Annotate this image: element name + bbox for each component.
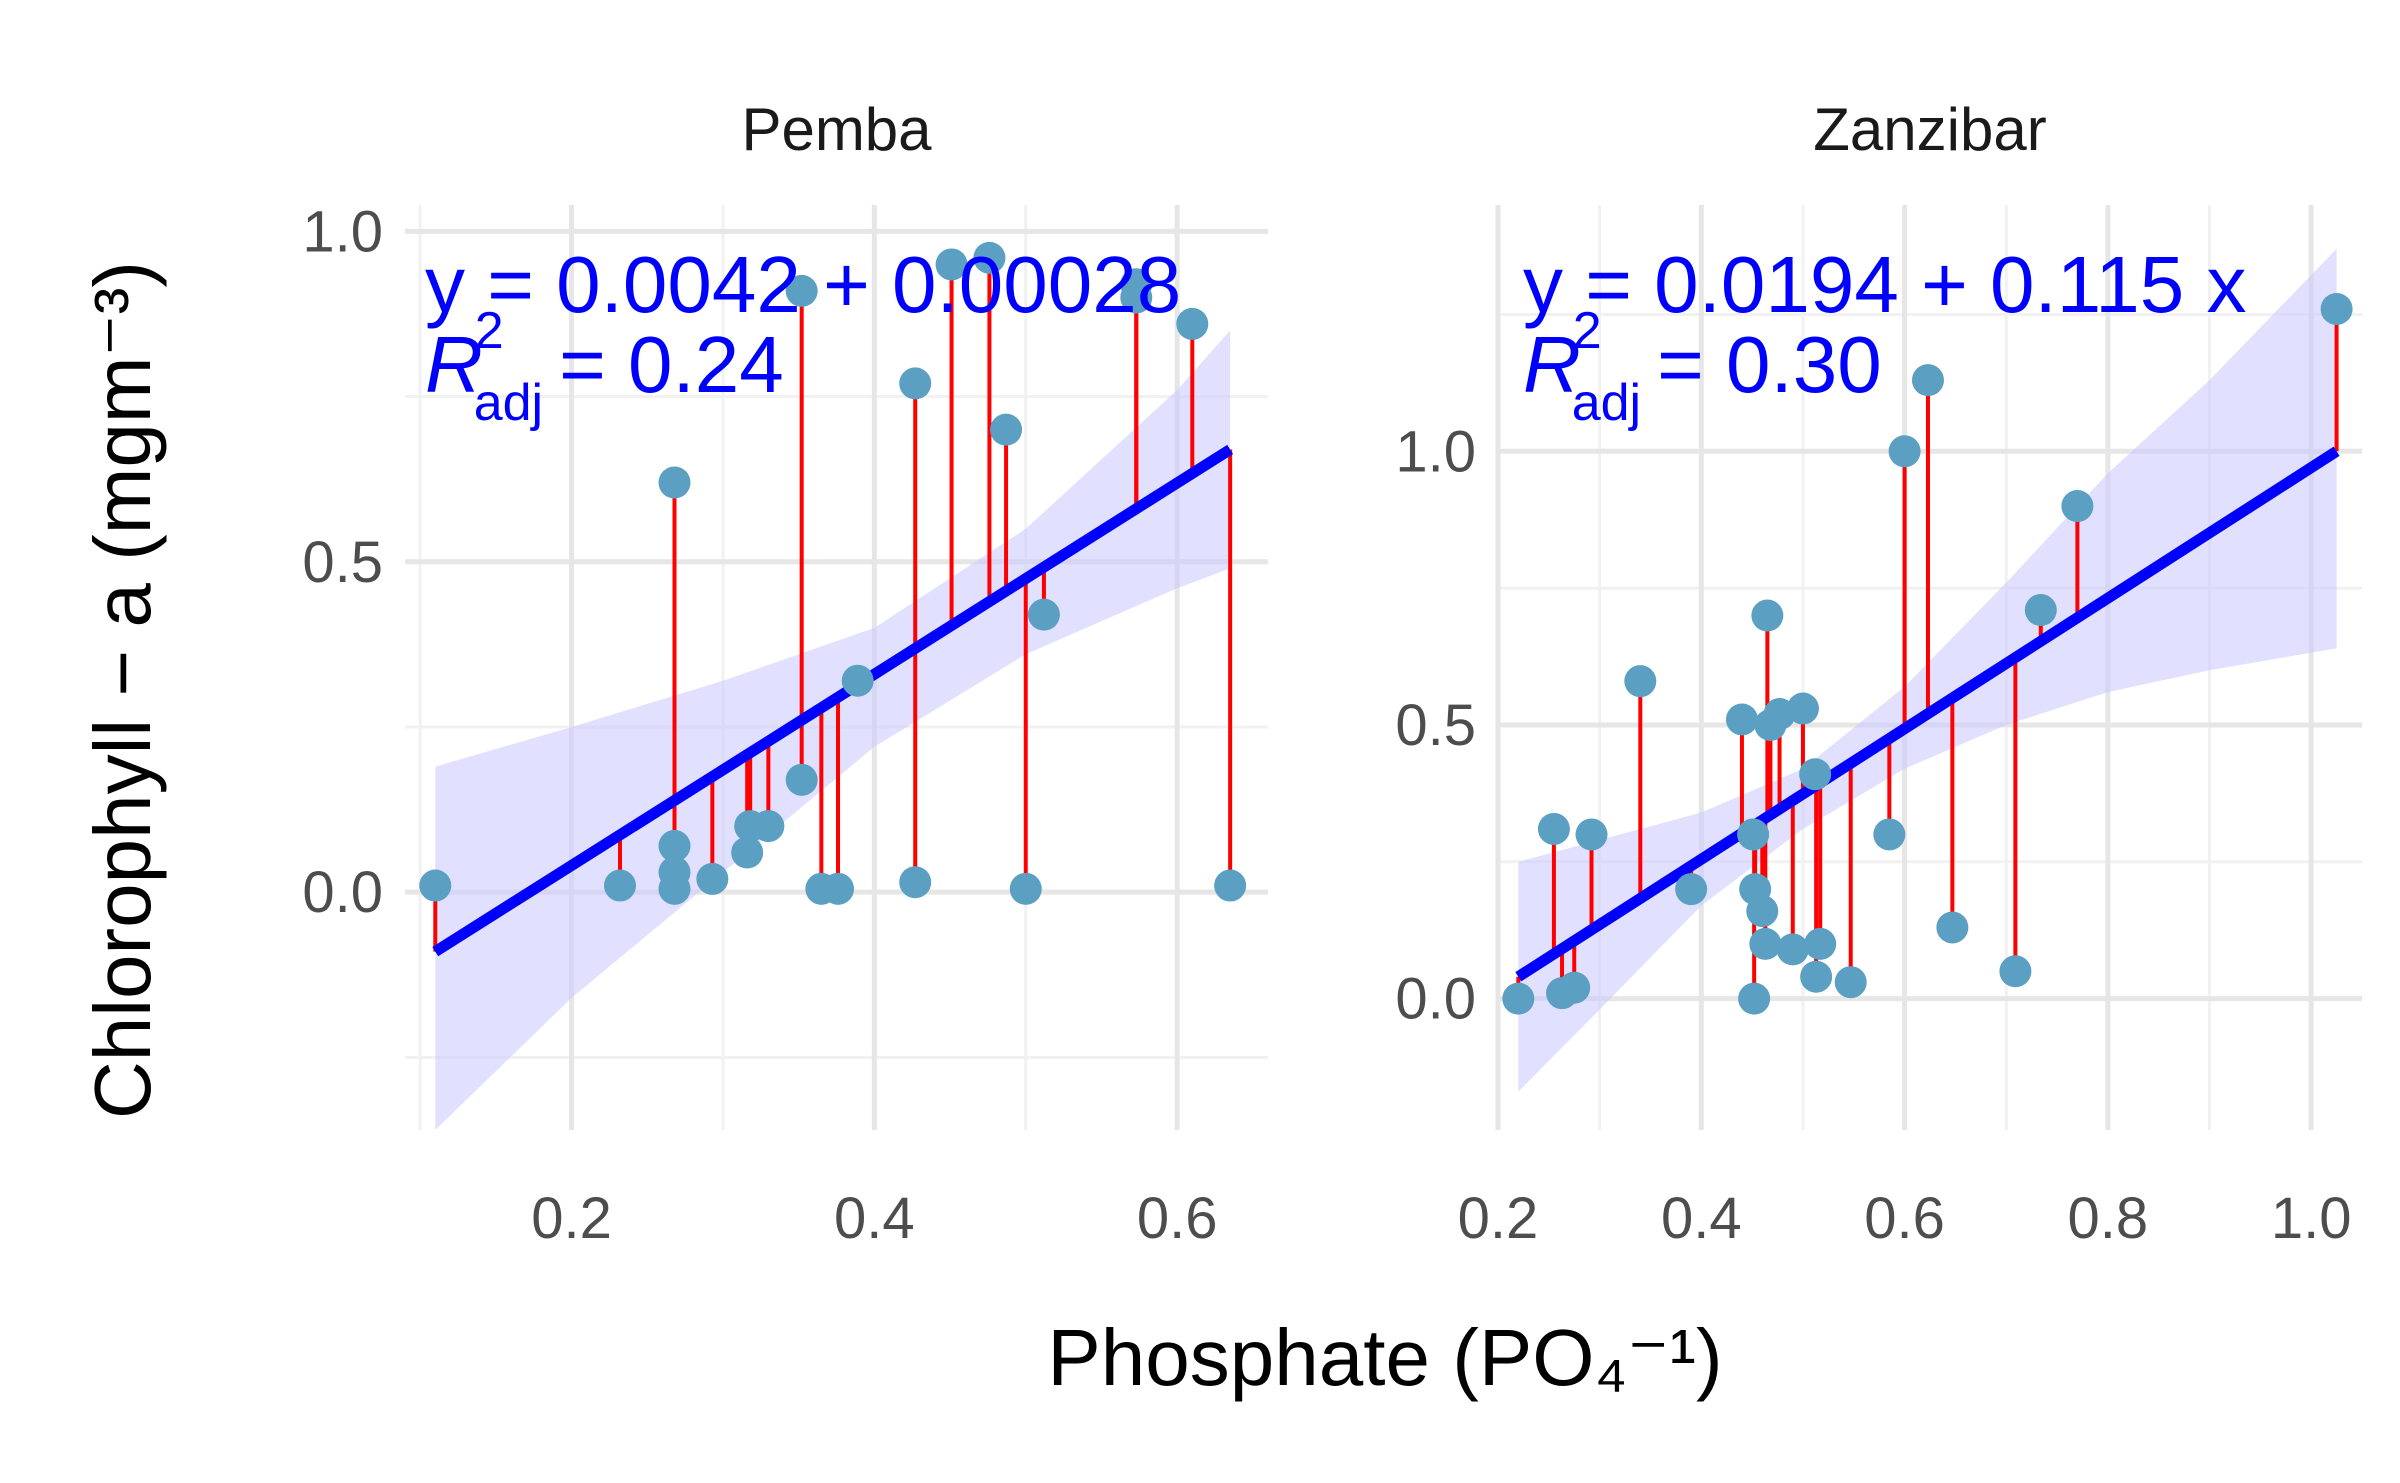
data-point xyxy=(785,763,818,796)
x-tick-label: 0.4 xyxy=(1661,1186,1742,1251)
data-point xyxy=(1120,281,1153,314)
data-point xyxy=(1558,971,1591,1004)
data-point xyxy=(1027,598,1060,631)
data-point xyxy=(696,862,729,895)
data-point xyxy=(2320,292,2353,325)
y-tick-label: 0.0 xyxy=(1395,967,1476,1032)
regression-line xyxy=(1515,446,2340,982)
data-point xyxy=(1624,665,1657,698)
data-point xyxy=(1873,818,1906,851)
equation-label: y = 0.0042 + 0.00028 xyxy=(425,240,1181,329)
data-point xyxy=(1911,364,1944,397)
data-point xyxy=(752,810,785,843)
data-point xyxy=(1214,869,1247,902)
y-tick-label: 1.0 xyxy=(302,199,383,264)
data-point xyxy=(1799,758,1832,791)
confidence-ribbon xyxy=(435,330,1231,1130)
x-tick-label: 0.4 xyxy=(834,1186,915,1251)
data-point xyxy=(841,664,874,697)
x-axis-title: Phosphate (PO₄⁻¹) xyxy=(1047,1313,1722,1402)
data-point xyxy=(899,367,932,400)
data-point xyxy=(1737,818,1770,851)
data-point xyxy=(1725,703,1758,736)
data-point xyxy=(658,872,691,905)
data-point xyxy=(1176,307,1209,340)
y-tick-label: 0.5 xyxy=(302,530,383,595)
data-point xyxy=(785,274,818,307)
data-point xyxy=(1751,599,1784,632)
regression-line xyxy=(432,444,1234,957)
data-point xyxy=(1746,895,1779,928)
data-point xyxy=(1936,911,1969,944)
panel-title: Pemba xyxy=(741,96,932,163)
panel-pemba: 0.2 0.4 0.6 0.0 0.5 1.0 Pemba y = 0.0042 + 0.00… xyxy=(302,96,1268,1251)
data-point xyxy=(731,836,764,869)
data-point xyxy=(990,413,1023,446)
data-point xyxy=(2024,594,2057,627)
x-tick-label: 0.2 xyxy=(531,1186,612,1251)
data-point xyxy=(1776,933,1809,966)
data-point xyxy=(1749,927,1782,960)
x-tick-label: 0.6 xyxy=(1137,1186,1218,1251)
r-squared-label: R2 adj = 0.30 xyxy=(1523,302,1882,432)
x-tick-label: 1.0 xyxy=(2271,1186,2352,1251)
data-point xyxy=(1888,435,1921,468)
data-point xyxy=(822,872,855,905)
data-point xyxy=(658,829,691,862)
y-tick-label: 0.0 xyxy=(302,860,383,925)
data-point xyxy=(1738,982,1771,1015)
data-point xyxy=(2061,490,2094,523)
data-point xyxy=(1804,927,1837,960)
data-point xyxy=(1009,872,1042,905)
y-tick-label: 0.5 xyxy=(1395,693,1476,758)
data-point xyxy=(658,466,691,499)
data-point xyxy=(603,869,636,902)
x-tick-label: 0.6 xyxy=(1864,1186,1945,1251)
panel-zanzibar: 0.2 0.4 0.6 0.8 1.0 0.0 0.5 1.0 Zanzibar y = 0.01… xyxy=(1395,96,2362,1251)
data-point xyxy=(1800,960,1833,993)
data-point xyxy=(1537,812,1570,845)
r-squared-label: R2 adj = 0.24 xyxy=(425,302,784,432)
x-tick-label: 0.2 xyxy=(1458,1186,1539,1251)
data-point xyxy=(973,241,1006,274)
data-point xyxy=(1786,692,1819,725)
data-point xyxy=(1834,966,1867,999)
data-point xyxy=(1999,955,2032,988)
equation-label: y = 0.0194 + 0.115 x xyxy=(1523,240,2247,329)
data-point xyxy=(1502,982,1535,1015)
data-point xyxy=(1575,818,1608,851)
x-tick-label: 0.8 xyxy=(2068,1186,2149,1251)
data-point xyxy=(1675,873,1708,906)
y-tick-label: 1.0 xyxy=(1395,419,1476,484)
data-point xyxy=(419,869,452,902)
data-point xyxy=(935,248,968,281)
panel-title: Zanzibar xyxy=(1813,96,2046,163)
y-axis-title: Chlorophyll − a (mgm⁻³) xyxy=(78,261,167,1119)
data-point xyxy=(899,866,932,899)
